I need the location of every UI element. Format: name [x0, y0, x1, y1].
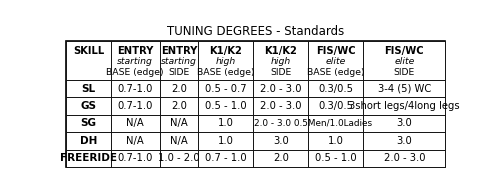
Bar [66, 80, 111, 97]
Bar [111, 80, 160, 97]
Bar [111, 115, 160, 132]
Text: 0.5 - 1.0: 0.5 - 1.0 [315, 153, 357, 163]
Text: N/A: N/A [126, 136, 144, 146]
Text: 3.0: 3.0 [273, 136, 288, 146]
Bar [253, 80, 308, 97]
Text: ENTRY: ENTRY [117, 46, 153, 56]
Text: 2.0 - 3.0 0.5Men/1.0Ladies: 2.0 - 3.0 0.5Men/1.0Ladies [254, 119, 372, 128]
Text: ENTRY: ENTRY [161, 46, 197, 56]
Text: SL: SL [81, 84, 95, 94]
Text: FIS/WC: FIS/WC [316, 46, 356, 56]
Text: high: high [216, 57, 236, 66]
Bar [363, 80, 445, 97]
Text: DH: DH [80, 136, 97, 146]
Text: 2.0 - 3.0: 2.0 - 3.0 [260, 101, 301, 111]
Bar [308, 132, 363, 150]
Text: 2.0: 2.0 [171, 101, 187, 111]
Text: 2.0: 2.0 [273, 153, 289, 163]
Text: 0.5 - 0.7: 0.5 - 0.7 [205, 84, 247, 94]
Text: 3short legs/4long legs: 3short legs/4long legs [349, 101, 460, 111]
Bar [66, 41, 111, 80]
Text: starting: starting [117, 57, 153, 66]
Bar [160, 150, 198, 167]
Bar [66, 150, 111, 167]
Text: elite: elite [394, 57, 415, 66]
Text: SIDE: SIDE [168, 68, 190, 77]
Text: BASE (edge): BASE (edge) [106, 68, 164, 77]
Text: K1/K2: K1/K2 [264, 46, 297, 56]
Bar [363, 150, 445, 167]
Bar [308, 115, 363, 132]
Text: N/A: N/A [170, 118, 188, 129]
Bar [111, 41, 160, 80]
Bar [363, 41, 445, 80]
Bar [160, 115, 198, 132]
Text: starting: starting [161, 57, 197, 66]
Bar [363, 115, 445, 132]
Bar [198, 97, 253, 115]
Bar [198, 115, 253, 132]
Bar [198, 132, 253, 150]
Text: N/A: N/A [126, 118, 144, 129]
Text: SIDE: SIDE [394, 68, 415, 77]
Bar [66, 132, 111, 150]
Bar [198, 150, 253, 167]
Text: SG: SG [80, 118, 96, 129]
Text: 0.7-1.0: 0.7-1.0 [117, 84, 153, 94]
Bar [308, 97, 363, 115]
Bar [363, 132, 445, 150]
Bar [308, 41, 363, 80]
Bar [308, 150, 363, 167]
Text: 2.0 - 3.0: 2.0 - 3.0 [384, 153, 425, 163]
Text: SIDE: SIDE [270, 68, 291, 77]
Bar [253, 115, 308, 132]
Bar [253, 150, 308, 167]
Text: N/A: N/A [170, 136, 188, 146]
Text: 0.7 - 1.0: 0.7 - 1.0 [205, 153, 247, 163]
Bar [66, 97, 111, 115]
Bar [253, 132, 308, 150]
Text: GS: GS [80, 101, 96, 111]
Bar [111, 97, 160, 115]
Text: 0.3/0.5: 0.3/0.5 [318, 84, 353, 94]
Text: 3.0: 3.0 [397, 118, 412, 129]
Bar [253, 41, 308, 80]
Text: 2.0 - 3.0: 2.0 - 3.0 [260, 84, 301, 94]
Text: 3.0: 3.0 [397, 136, 412, 146]
Bar [198, 80, 253, 97]
Text: elite: elite [326, 57, 346, 66]
Text: FREERIDE: FREERIDE [60, 153, 117, 163]
Bar [66, 115, 111, 132]
Bar [160, 97, 198, 115]
Text: 1.0: 1.0 [328, 136, 344, 146]
Text: 0.5 - 1.0: 0.5 - 1.0 [205, 101, 247, 111]
Text: 2.0: 2.0 [171, 84, 187, 94]
Bar [253, 97, 308, 115]
Text: 1.0 - 2.0: 1.0 - 2.0 [158, 153, 200, 163]
Bar [111, 150, 160, 167]
Text: BASE (edge): BASE (edge) [197, 68, 254, 77]
Text: 0.3/0.5: 0.3/0.5 [318, 101, 353, 111]
Bar [111, 132, 160, 150]
Bar [198, 41, 253, 80]
Text: 0.7-1.0: 0.7-1.0 [117, 101, 153, 111]
Bar [160, 132, 198, 150]
Bar [308, 80, 363, 97]
Bar [160, 41, 198, 80]
Bar [160, 80, 198, 97]
Text: high: high [270, 57, 291, 66]
Text: 3-4 (5) WC: 3-4 (5) WC [378, 84, 431, 94]
Text: K1/K2: K1/K2 [209, 46, 242, 56]
Text: TUNING DEGREES - Standards: TUNING DEGREES - Standards [167, 25, 344, 38]
Text: 0.7-1.0: 0.7-1.0 [117, 153, 153, 163]
Text: SKILL: SKILL [73, 46, 104, 56]
Text: 1.0: 1.0 [218, 136, 234, 146]
Text: BASE (edge): BASE (edge) [307, 68, 365, 77]
Text: 1.0: 1.0 [218, 118, 234, 129]
Bar [363, 97, 445, 115]
Text: FIS/WC: FIS/WC [385, 46, 424, 56]
